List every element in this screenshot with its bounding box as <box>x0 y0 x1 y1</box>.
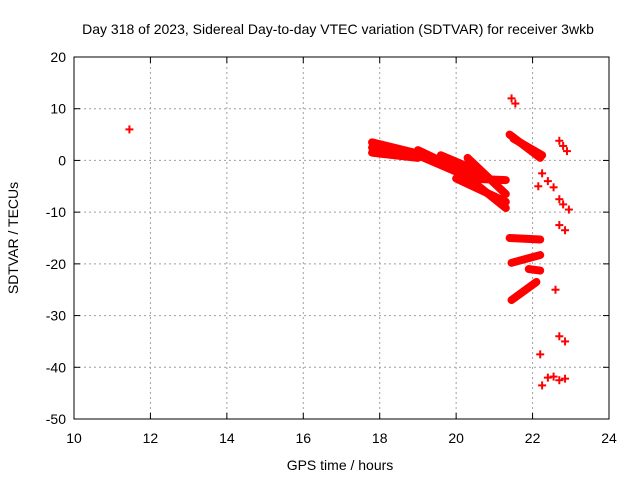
data-point <box>125 125 134 134</box>
y-tick-label: -50 <box>46 411 66 427</box>
x-tick-label: 10 <box>66 430 82 446</box>
data-point <box>559 141 568 150</box>
chart-title: Day 318 of 2023, Sidereal Day-to-day VTE… <box>82 21 594 37</box>
data-point <box>555 376 564 385</box>
data-point <box>561 337 570 346</box>
data-point <box>543 373 552 382</box>
data-band <box>368 143 411 160</box>
data-point <box>507 94 516 103</box>
data-point <box>536 350 545 359</box>
data-point <box>559 200 568 209</box>
x-tick-label: 22 <box>525 430 541 446</box>
data-band <box>524 265 545 275</box>
data-band <box>505 234 545 244</box>
y-tick-label: -30 <box>46 308 66 324</box>
data-point <box>543 177 552 186</box>
y-tick-label: -20 <box>46 256 66 272</box>
data-point <box>555 136 564 145</box>
x-tick-label: 14 <box>219 430 235 446</box>
data-point <box>538 381 547 390</box>
data-band <box>436 151 476 173</box>
y-tick-label: -40 <box>46 359 66 375</box>
x-tick-label: 24 <box>601 430 617 446</box>
data-point <box>534 182 543 191</box>
data-point <box>555 195 564 204</box>
data-point <box>562 147 571 156</box>
data-point <box>551 285 560 294</box>
data-point <box>549 372 558 381</box>
data-band <box>507 251 545 267</box>
data-band <box>509 134 547 160</box>
y-tick-label: -10 <box>46 204 66 220</box>
data-band <box>507 277 541 305</box>
y-tick-label: 0 <box>58 152 66 168</box>
data-point <box>538 169 547 178</box>
y-axis-label: SDTVAR / TECUs <box>5 182 21 294</box>
data-point <box>561 374 570 383</box>
x-tick-label: 18 <box>372 430 388 446</box>
data-band <box>452 174 510 206</box>
y-tick-label: 10 <box>50 101 66 117</box>
data-point <box>561 226 570 235</box>
data-point <box>564 205 573 214</box>
data-series <box>125 94 573 390</box>
data-point <box>549 183 558 192</box>
x-tick-label: 20 <box>448 430 464 446</box>
x-tick-label: 16 <box>295 430 311 446</box>
data-band <box>368 138 419 157</box>
axes: 10 12 14 16 18 20 22 24 -50 -40 -30 -20 -10 0 10 20 <box>46 49 617 446</box>
y-tick-label: 20 <box>50 49 66 65</box>
data-point <box>511 99 520 108</box>
data-band <box>463 174 510 185</box>
x-axis-label: GPS time / hours <box>287 457 394 473</box>
x-tick-label: 12 <box>143 430 159 446</box>
plot-frame <box>73 56 610 420</box>
data-point <box>555 332 564 341</box>
data-point <box>555 221 564 230</box>
